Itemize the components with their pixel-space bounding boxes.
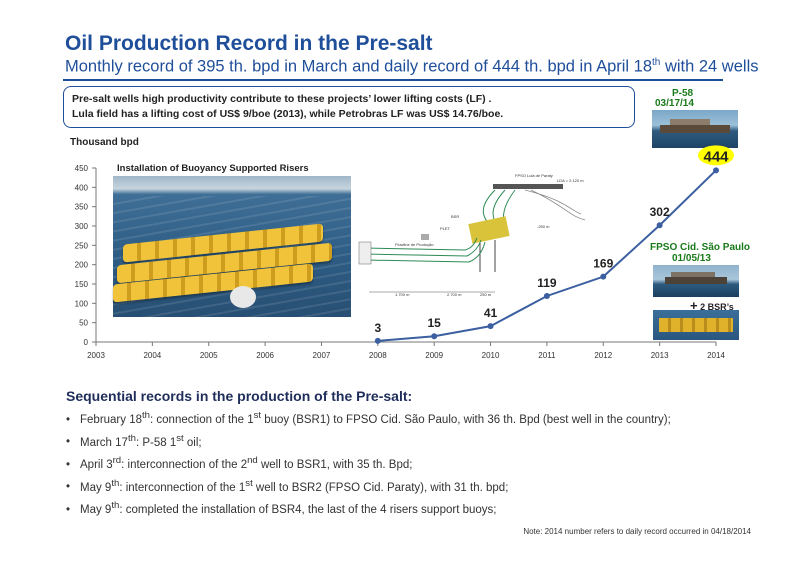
bsr-buoy <box>468 216 510 244</box>
sequence-item: March 17th: P-58 1st oil; <box>66 433 671 456</box>
x-tick-label: 2012 <box>594 351 612 360</box>
y-tick-label: 150 <box>75 280 89 289</box>
y-tick-label: 350 <box>75 203 89 212</box>
x-tick-label: 2011 <box>538 351 556 360</box>
callout-line-1: Pre-salt wells high productivity contrib… <box>72 93 492 105</box>
chart-points <box>374 167 719 344</box>
sequence-item: May 9th: completed the installation of B… <box>66 500 671 523</box>
y-tick-label: 450 <box>75 164 89 173</box>
data-label: 15 <box>428 316 442 330</box>
data-point <box>656 222 663 229</box>
schematic-dist3: 250 m <box>480 292 492 297</box>
data-label: 41 <box>484 306 498 320</box>
cid-sao-paulo-date: 01/05/13 <box>672 253 711 264</box>
data-point <box>431 333 438 340</box>
y-axis-title: Thousand bpd <box>70 137 139 148</box>
fpso-hull <box>493 184 563 189</box>
data-label: 302 <box>650 205 670 219</box>
schematic-dist1: 1.700 m <box>395 292 410 297</box>
data-label: 169 <box>593 257 613 271</box>
y-tick-label: 200 <box>75 261 89 270</box>
data-label: 444 <box>703 148 729 165</box>
y-tick-label: 400 <box>75 183 89 192</box>
p58-photo <box>652 110 738 148</box>
data-point <box>543 292 550 299</box>
highlight-badge <box>698 145 734 166</box>
x-tick-label: 2007 <box>313 351 331 360</box>
bsr-buoys-photo <box>653 310 739 340</box>
callout-line-2: Lula field has a lifting cost of US$ 9/b… <box>72 108 504 120</box>
plet-block <box>421 234 429 240</box>
data-point <box>713 167 719 174</box>
page-title: Oil Production Record in the Pre-salt <box>65 32 433 55</box>
production-chart: 2003 2004 2005 2006 2007 2008 2009 2010 2011 2012… <box>75 145 734 360</box>
fpso-cid-sao-paulo-photo <box>653 265 739 297</box>
bsr-count-label: + 2 BSR’s <box>690 298 734 313</box>
data-point <box>600 273 607 280</box>
x-tick-label: 2013 <box>651 351 669 360</box>
schematic-depth: -250 m <box>537 224 550 229</box>
footnote: Note: 2014 number refers to daily record… <box>523 527 751 536</box>
x-tick-label: 2003 <box>87 351 105 360</box>
photo-caption: Installation of Buoyancy Supported Riser… <box>117 163 309 174</box>
schematic-prod-label: Flowline de Produção <box>395 242 434 247</box>
sequence-item: May 9th: interconnection of the 1st well… <box>66 478 671 501</box>
schematic-bsr-label: BSR <box>451 214 459 219</box>
riser-schematic-diagram: FPSO Lula de Paraty LDA = 2.120 m BSR PL… <box>358 173 586 297</box>
schematic-lda-label: LDA = 2.120 m <box>557 178 584 183</box>
title-rule <box>63 79 723 81</box>
lifting-cost-callout: Pre-salt wells high productivity contrib… <box>63 86 635 128</box>
chart-ticks: 2003 2004 2005 2006 2007 2008 2009 2010 2011 2012… <box>75 164 726 360</box>
x-tick-label: 2009 <box>425 351 443 360</box>
x-tick-label: 2014 <box>707 351 725 360</box>
chart-data-labels: 3 15 41 119 169 302 444 <box>374 145 734 335</box>
x-tick-label: 2008 <box>369 351 387 360</box>
schematic-plet-label: PLET <box>440 226 451 231</box>
y-tick-label: 0 <box>84 338 89 347</box>
x-tick-label: 2004 <box>143 351 161 360</box>
data-label: 3 <box>374 321 381 335</box>
sequence-title: Sequential records in the production of … <box>66 388 413 404</box>
data-point <box>374 337 381 344</box>
cid-sao-paulo-label: FPSO Cid. São Paulo <box>650 242 751 253</box>
y-tick-label: 50 <box>79 319 88 328</box>
x-tick-label: 2006 <box>256 351 274 360</box>
p58-date: 03/17/14 <box>655 98 694 109</box>
y-tick-label: 300 <box>75 222 89 231</box>
x-tick-label: 2010 <box>482 351 500 360</box>
x-tick-label: 2005 <box>200 351 218 360</box>
data-point <box>487 323 494 330</box>
y-tick-label: 250 <box>75 241 89 250</box>
sequence-item: April 3rd: interconnection of the 2nd we… <box>66 455 671 478</box>
chart-axes <box>95 168 716 343</box>
buoy-installation-photo <box>113 176 351 317</box>
y-tick-label: 100 <box>75 299 89 308</box>
data-label: 119 <box>537 276 557 290</box>
schematic-fpso-label: FPSO Lula de Paraty <box>515 173 553 178</box>
p58-label: P-58 <box>672 88 694 99</box>
sequence-item: February 18th: connection of the 1st buo… <box>66 410 671 433</box>
page-subtitle: Monthly record of 395 th. bpd in March a… <box>65 57 759 76</box>
schematic-dist2: 2.700 m <box>447 292 462 297</box>
sequence-list: February 18th: connection of the 1st buo… <box>66 410 671 523</box>
